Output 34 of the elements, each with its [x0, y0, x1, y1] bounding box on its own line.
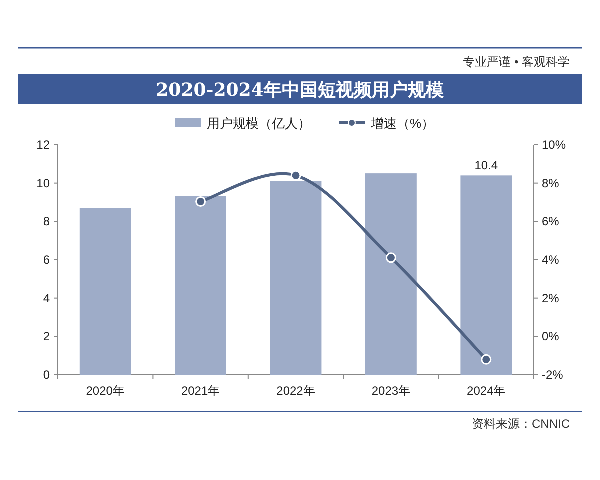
- point: [386, 252, 396, 264]
- x-tick-label: 2021年: [181, 384, 220, 398]
- y2-tick-label: -2%: [542, 368, 564, 382]
- bar: [270, 181, 322, 375]
- y-tick-label: 4: [43, 291, 50, 306]
- y-tick-label: 2: [43, 330, 50, 344]
- y-tick-label: 0: [43, 368, 50, 382]
- legend-label: 用户规模（亿人）: [207, 116, 311, 131]
- text: 资料来源：CNNIC: [472, 417, 570, 431]
- y2-tick-label: 8%: [542, 176, 560, 190]
- text: 专业严谨 • 客观科学: [463, 55, 570, 69]
- bar: [175, 196, 227, 375]
- point: [481, 354, 492, 365]
- x-tick-label: 2022年: [276, 384, 316, 398]
- data-label: 10.4: [474, 158, 498, 173]
- y-tick-label: 6: [43, 253, 50, 267]
- x-tick-label: 2024年: [467, 384, 506, 398]
- y-tick-label: 12: [36, 138, 50, 152]
- y2-tick-label: 4%: [542, 253, 560, 267]
- y-tick-label: 8: [43, 214, 50, 229]
- legend-label: 增速（%）: [370, 116, 435, 131]
- y2-tick-label: 0%: [542, 330, 560, 344]
- y2-tick-label: 6%: [542, 214, 560, 229]
- y2-tick-label: 10%: [542, 138, 566, 152]
- chart-title: 2020-2024年中国短视频用户规模: [156, 80, 444, 101]
- x-tick-label: 2023年: [372, 384, 411, 398]
- y2-tick-label: 2%: [542, 291, 560, 306]
- bar: [80, 208, 132, 375]
- bar: [365, 174, 417, 375]
- bar: [460, 176, 512, 375]
- point: [290, 170, 302, 181]
- point: [196, 196, 206, 207]
- x-tick-label: 2020年: [86, 384, 125, 398]
- y-tick-label: 10: [36, 176, 50, 190]
